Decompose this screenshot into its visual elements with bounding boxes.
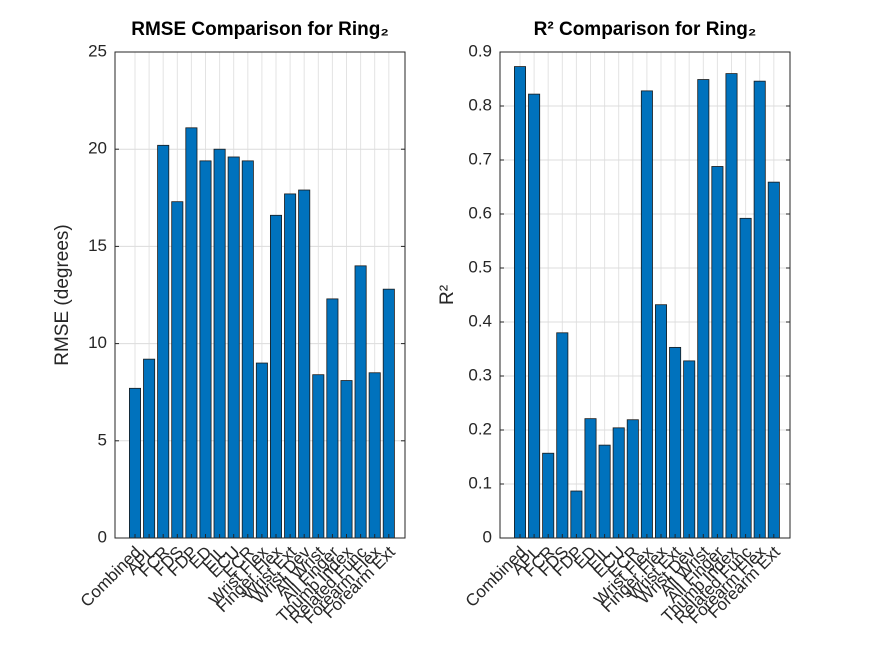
bar: [753, 80, 766, 539]
bar: [570, 490, 583, 539]
bar: [269, 214, 282, 539]
bar: [185, 127, 198, 539]
y-tick-label: 0.4: [468, 311, 492, 330]
axes-box: [114, 51, 406, 539]
bar: [598, 444, 611, 539]
y-tick-label: 25: [88, 41, 107, 60]
bar: [683, 360, 696, 539]
bar: [368, 372, 381, 539]
bar: [669, 346, 682, 539]
bar: [128, 387, 141, 539]
bar: [655, 304, 668, 539]
y-tick-label: 0.3: [468, 365, 492, 384]
y-tick-label: 0.8: [468, 95, 492, 114]
chart-title: R² Comparison for Ring₂: [534, 19, 757, 40]
y-axis-label: RMSE (degrees): [52, 224, 73, 366]
bar: [199, 160, 212, 539]
y-tick-label: 20: [88, 139, 107, 158]
y-tick-label: 0.1: [468, 473, 492, 492]
bar: [354, 265, 367, 539]
bar: [584, 418, 597, 539]
bar: [255, 362, 268, 539]
bar: [556, 332, 569, 539]
y-axis-label: R²: [437, 285, 458, 305]
y-tick-label: 0.2: [468, 419, 492, 438]
y-tick-label: 5: [98, 430, 107, 449]
y-tick-label: 10: [88, 333, 107, 352]
bar: [298, 189, 311, 539]
bar: [171, 201, 184, 539]
bar: [284, 193, 297, 539]
y-tick-label: 0.5: [468, 257, 492, 276]
bar: [157, 144, 170, 539]
y-tick-label: 0: [98, 527, 107, 546]
bar: [312, 374, 325, 539]
bar: [711, 166, 724, 539]
bar: [640, 90, 653, 539]
y-tick-label: 15: [88, 236, 107, 255]
bar: [528, 93, 541, 539]
axes-box: [499, 51, 791, 539]
bar: [382, 288, 395, 539]
bar: [542, 452, 555, 539]
bar: [739, 217, 752, 539]
y-tick-label: 0.7: [468, 149, 492, 168]
bar: [241, 160, 254, 539]
bar: [213, 148, 226, 539]
y-tick-label: 0: [483, 527, 492, 546]
bar: [340, 380, 353, 539]
y-tick-label: 0.6: [468, 203, 492, 222]
bar: [514, 66, 527, 539]
chart-title: RMSE Comparison for Ring₂: [131, 19, 389, 40]
bar: [612, 427, 625, 539]
bar: [626, 419, 639, 539]
bar: [227, 156, 240, 539]
bar: [143, 358, 156, 539]
y-tick-label: 0.9: [468, 41, 492, 60]
bar: [697, 79, 710, 539]
bar: [767, 181, 780, 539]
bar: [725, 73, 738, 539]
bar: [326, 298, 339, 539]
